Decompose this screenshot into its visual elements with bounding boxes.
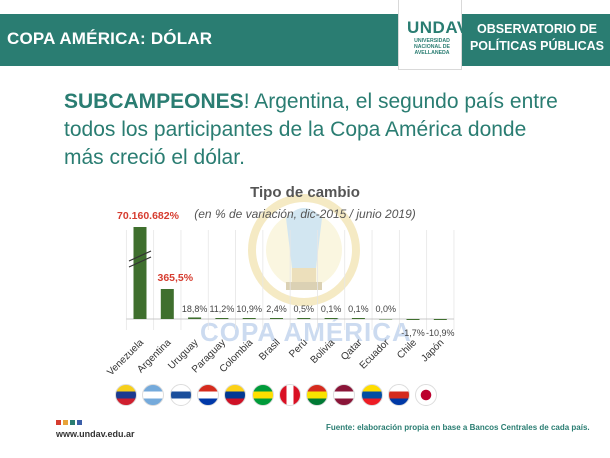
- bar-chile: [406, 319, 420, 320]
- bar-colombia: [242, 318, 256, 319]
- bar-bolivia: [324, 318, 338, 319]
- value-label-venezuela: 70.160.682%: [117, 210, 180, 222]
- value-label-perú: 0,5%: [294, 304, 315, 314]
- colombia-flag-icon: [224, 384, 247, 406]
- bolivia-flag-icon: [306, 384, 329, 406]
- footer-url[interactable]: www.undav.edu.ar: [56, 429, 135, 439]
- bar-argentina: [160, 289, 174, 319]
- header-left-band: [0, 14, 398, 66]
- observatory-line-1: OBSERVATORIO DE: [477, 22, 597, 36]
- copa-trophy-watermark-icon: [248, 194, 360, 306]
- footer-source: Fuente: elaboración propia en base a Ban…: [326, 423, 590, 432]
- axis-break-mark: [128, 256, 152, 268]
- category-label-brasil: Brasil: [257, 337, 282, 362]
- observatory-label: OBSERVATORIO DE POLÍTICAS PÚBLICAS: [466, 21, 608, 55]
- chart-subtitle: (en % de variación, dic-2015 / junio 201…: [194, 207, 416, 221]
- category-label-japón: Japón: [419, 337, 446, 364]
- header-bar: COPA AMÉRICA: DÓLAR OBSERVATORIO DE POLÍ…: [0, 14, 610, 66]
- value-label-uruguay: 18,8%: [182, 304, 208, 314]
- qatar-flag-icon: [333, 384, 356, 406]
- category-label-ecuador: Ecuador: [358, 337, 393, 372]
- value-label-chile: -1,7%: [401, 328, 425, 338]
- headline: SUBCAMPEONES! Argentina, el segundo país…: [64, 88, 564, 172]
- headline-bold: SUBCAMPEONES: [64, 90, 244, 113]
- bar-qatar: [351, 318, 365, 319]
- value-label-colombia: 10,9%: [236, 304, 262, 314]
- chile-flag-icon: [388, 384, 410, 406]
- value-label-ecuador: 0,0%: [375, 304, 396, 314]
- category-label-bolivia: Bolivia: [309, 337, 338, 366]
- undav-logo: UNDAV UNIVERSIDAD NACIONAL DE AVELLANEDA: [398, 0, 468, 70]
- japan-flag-icon: [415, 384, 438, 406]
- argentina-flag-icon: [142, 384, 165, 406]
- brazil-flag-icon: [251, 384, 274, 406]
- page-title: COPA AMÉRICA: DÓLAR: [7, 29, 213, 48]
- value-label-argentina: 365,5%: [157, 272, 193, 284]
- bar-ecuador: [379, 319, 393, 320]
- ecuador-flag-icon: [360, 384, 383, 406]
- bar-brasil: [270, 318, 283, 319]
- bar-venezuela: [133, 227, 147, 319]
- value-label-paraguay: 11,2%: [209, 304, 234, 314]
- bar-japón: [433, 319, 447, 320]
- value-label-brasil: 2,4%: [266, 304, 287, 314]
- bar-paraguay: [215, 318, 229, 319]
- category-label-perú: Perú: [287, 337, 310, 360]
- axis-break-mark: [128, 250, 152, 262]
- logo-subtitle: UNIVERSIDAD NACIONAL DE AVELLANEDA: [414, 38, 450, 56]
- logo-word: UNDAV: [407, 18, 469, 37]
- bar-uruguay: [188, 317, 202, 319]
- value-label-bolivia: 0,1%: [321, 304, 342, 314]
- venezuela-flag-icon: [115, 384, 137, 406]
- watermark-text: COPA AMÉRICA: [200, 317, 412, 347]
- headline-text: ! Argentina, el segundo país entre todos…: [64, 90, 558, 169]
- peru-flag-icon: [278, 384, 301, 406]
- observatory-line-2: POLÍTICAS PÚBLICAS: [469, 39, 605, 53]
- value-label-japón: -10,9%: [426, 328, 455, 338]
- value-label-qatar: 0,1%: [348, 304, 369, 314]
- header-right-band: [462, 14, 610, 66]
- category-label-chile: Chile: [395, 337, 419, 361]
- brand-dots-icon: [56, 420, 82, 425]
- chart-title: Tipo de cambio: [250, 184, 360, 201]
- bar-perú: [297, 318, 311, 319]
- paraguay-flag-icon: [196, 384, 219, 406]
- uruguay-flag-icon: [169, 384, 192, 406]
